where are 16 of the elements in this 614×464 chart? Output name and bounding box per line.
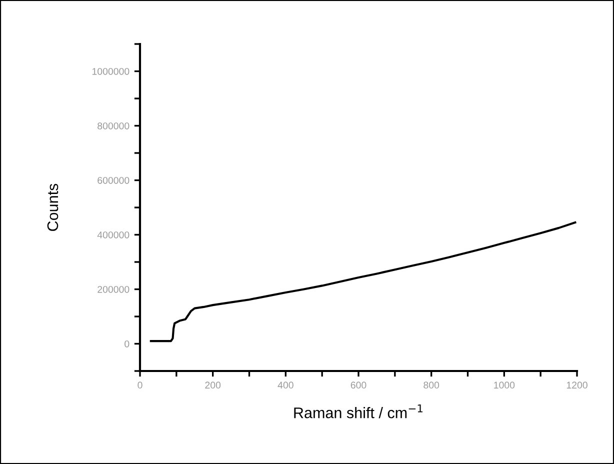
y-tick-label: 0 xyxy=(124,340,130,348)
line-series xyxy=(150,221,576,342)
x-tick-label: 600 xyxy=(350,382,366,389)
x-tick-label: 400 xyxy=(278,382,294,389)
y-tick-label: 200000 xyxy=(98,286,130,293)
y-tick-label: 400000 xyxy=(97,231,130,238)
x-tick-label: 800 xyxy=(424,382,440,389)
y-tick-label: 800000 xyxy=(98,122,130,130)
x-axis-title: Raman shift / cm$^{−1}$ xyxy=(294,404,422,418)
y-tick-label: 600000 xyxy=(98,176,130,184)
y-axis-title: Counts xyxy=(47,184,58,231)
x-tick-label: 200 xyxy=(205,382,221,389)
x-tick-label: 1200 xyxy=(566,382,588,389)
x-tick-label: 1000 xyxy=(494,382,515,389)
x-tick-label: 0 xyxy=(138,382,142,389)
y-tick-label: 1000000 xyxy=(92,68,130,75)
